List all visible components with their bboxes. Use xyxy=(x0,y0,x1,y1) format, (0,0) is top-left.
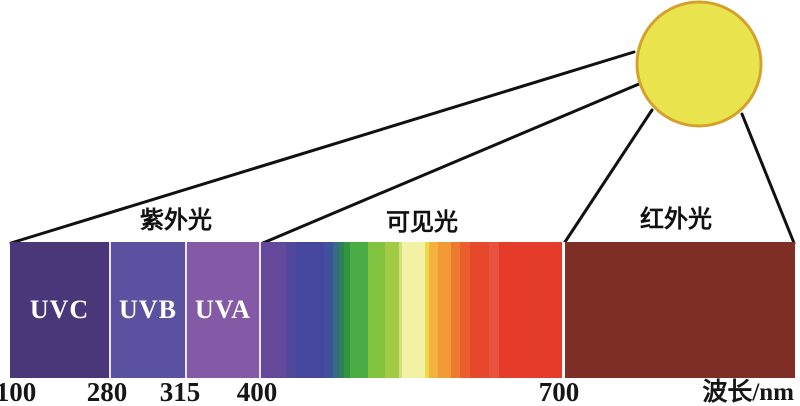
axis-tick-280: 280 xyxy=(86,377,128,406)
spectrum-section-uva: UVA xyxy=(185,242,259,378)
spectrum-section-infrared xyxy=(562,242,795,378)
axis-unit-label: 波长/nm xyxy=(702,379,794,406)
sun-ray xyxy=(261,82,641,245)
visible-band xyxy=(324,242,334,378)
visible-band xyxy=(296,242,325,378)
region-label-ultraviolet: 紫外光 xyxy=(140,208,212,234)
sun-ray xyxy=(740,112,796,245)
section-label-uva: UVA xyxy=(195,295,251,324)
visible-band xyxy=(450,242,460,378)
axis-tick-400: 400 xyxy=(236,377,278,406)
section-label-uvc: UVC xyxy=(29,295,90,324)
sun-ray xyxy=(9,50,636,245)
axis-tick-700: 700 xyxy=(538,377,580,406)
wavelength-axis: 波长/nm 100 280 315 400 700 xyxy=(0,379,800,406)
visible-band xyxy=(333,242,340,378)
visible-band xyxy=(469,242,489,378)
sun-icon xyxy=(635,0,763,128)
visible-band xyxy=(424,242,429,378)
axis-tick-315: 315 xyxy=(159,377,201,406)
section-label-uvb: UVB xyxy=(119,295,177,324)
visible-band xyxy=(437,242,451,378)
spectrum-section-uvc: UVC xyxy=(10,242,109,378)
visible-band xyxy=(399,242,403,378)
region-label-visible: 可见光 xyxy=(386,210,458,236)
visible-band xyxy=(488,242,499,378)
visible-band xyxy=(339,242,345,378)
visible-band xyxy=(498,242,562,378)
visible-band xyxy=(286,242,297,378)
spectrum-bar: UVC UVB UVA xyxy=(10,242,795,378)
visible-band xyxy=(350,242,369,378)
spectrum-section-visible xyxy=(259,242,562,378)
visible-band xyxy=(385,242,400,378)
visible-band xyxy=(459,242,470,378)
region-label-infrared: 红外光 xyxy=(640,207,712,233)
visible-band xyxy=(402,242,425,378)
axis-tick-100: 100 xyxy=(0,377,37,406)
visible-band xyxy=(368,242,386,378)
visible-band xyxy=(344,242,351,378)
visible-band xyxy=(261,242,287,378)
sun-ray xyxy=(563,108,654,244)
spectrum-section-uvb: UVB xyxy=(109,242,185,378)
visible-band xyxy=(428,242,438,378)
